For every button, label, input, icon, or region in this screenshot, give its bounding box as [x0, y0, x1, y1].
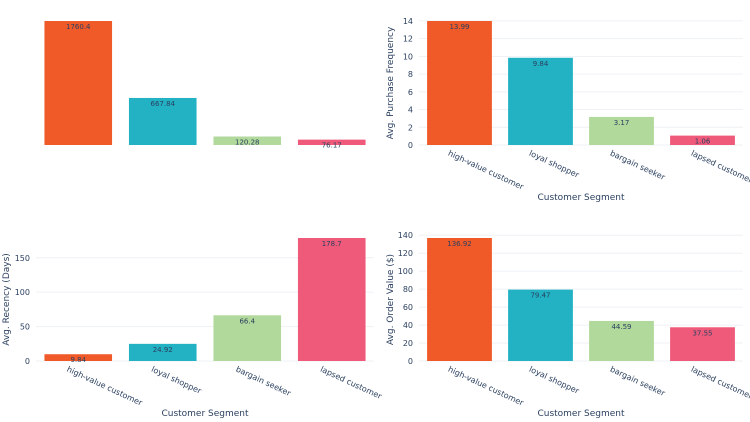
x-axis-title: Customer Segment: [161, 409, 249, 419]
y-tick-label: 8: [408, 70, 413, 79]
bar-high-value-customer: [44, 21, 113, 145]
y-axis-title: Avg. Purchase Frequency: [386, 26, 396, 139]
y-tick-label: 80: [403, 285, 413, 294]
y-tick-label: 50: [20, 323, 30, 332]
y-axis-title: Avg. Order Value ($): [386, 254, 396, 345]
x-tick-label: bargain seeker: [234, 365, 292, 399]
bar-value-label: 1.06: [695, 138, 711, 146]
y-tick-label: 20: [403, 339, 413, 348]
bar-value-label: 79.47: [530, 292, 550, 300]
bar-loyal-shopper: [128, 343, 197, 361]
y-tick-label: 140: [398, 231, 413, 240]
x-axis-title: Customer Segment: [537, 409, 625, 419]
bar-bargain-seeker: [213, 315, 282, 361]
x-tick-label: bargain seeker: [609, 365, 667, 399]
bar-value-label: 37.55: [692, 329, 712, 337]
y-tick-label: 4: [408, 106, 413, 115]
y-tick-label: 0: [408, 357, 413, 366]
y-tick-label: 150: [15, 254, 30, 263]
bar-bargain-seeker: [589, 320, 654, 361]
bar-bargain-seeker: [213, 136, 282, 145]
bar-value-label: 44.59: [611, 323, 631, 331]
x-tick-label: high-value customer: [447, 149, 526, 192]
bar-lapsed-customer: [297, 139, 366, 145]
x-tick-label: lapsed customer: [690, 149, 750, 186]
y-tick-label: 12: [403, 35, 413, 44]
x-tick-label: lapsed customer: [690, 365, 750, 402]
bar-high-value-customer: [44, 354, 113, 361]
bar-value-label: 667.84: [151, 100, 176, 108]
chart-panel-1: 1760.4 667.84 120.28 76.17: [44, 21, 366, 150]
x-tick-label: bargain seeker: [609, 149, 667, 183]
y-tick-label: 10: [403, 52, 413, 61]
y-tick-label: 100: [15, 288, 30, 297]
bar-value-label: 178.7: [322, 240, 342, 248]
chart-panel-2: 0 2 4 6 8 10 12 14 13.99 high-value customer 9.84 l…: [386, 17, 750, 203]
bar-lapsed-customer: [297, 238, 366, 361]
y-tick-label: 0: [408, 141, 413, 150]
bar-value-label: 1760.4: [66, 23, 91, 31]
bar-value-label: 9.84: [533, 60, 549, 68]
x-tick-label: high-value customer: [65, 365, 144, 408]
y-tick-label: 2: [408, 123, 413, 132]
x-axis-title: Customer Segment: [537, 193, 625, 203]
y-tick-label: 100: [398, 267, 413, 276]
bar-value-label: 136.92: [447, 240, 472, 248]
y-tick-label: 120: [398, 249, 413, 258]
bar-value-label: 3.17: [614, 119, 630, 127]
bar-value-label: 13.99: [449, 23, 469, 31]
bar-value-label: 9.84: [70, 356, 86, 364]
y-tick-label: 14: [403, 17, 413, 26]
bar-value-label: 120.28: [235, 139, 260, 147]
bar-value-label: 66.4: [239, 317, 255, 325]
x-tick-label: lapsed customer: [319, 365, 384, 402]
chart-panel-4: 0 20 40 60 80 100 120 140 136.92 high-value custo…: [386, 231, 750, 419]
y-tick-label: 40: [403, 321, 413, 330]
y-tick-label: 60: [403, 303, 413, 312]
x-tick-label: loyal shopper: [528, 149, 581, 180]
y-tick-label: 0: [25, 357, 30, 366]
bar-loyal-shopper: [128, 97, 197, 145]
x-tick-label: loyal shopper: [528, 365, 581, 396]
bar-loyal-shopper: [508, 57, 573, 145]
bar-value-label: 24.92: [153, 346, 173, 354]
bar-loyal-shopper: [508, 289, 573, 361]
bar-lapsed-customer: [670, 327, 735, 361]
y-tick-label: 6: [408, 88, 413, 97]
x-tick-label: high-value customer: [447, 365, 526, 408]
bar-high-value-customer: [427, 21, 492, 145]
bar-lapsed-customer: [670, 135, 735, 145]
bar-high-value-customer: [427, 238, 492, 361]
bar-value-label: 76.17: [322, 142, 342, 150]
x-tick-label: loyal shopper: [150, 365, 203, 396]
y-axis-title: Avg. Recency (Days): [2, 253, 12, 346]
bar-bargain-seeker: [589, 116, 654, 145]
